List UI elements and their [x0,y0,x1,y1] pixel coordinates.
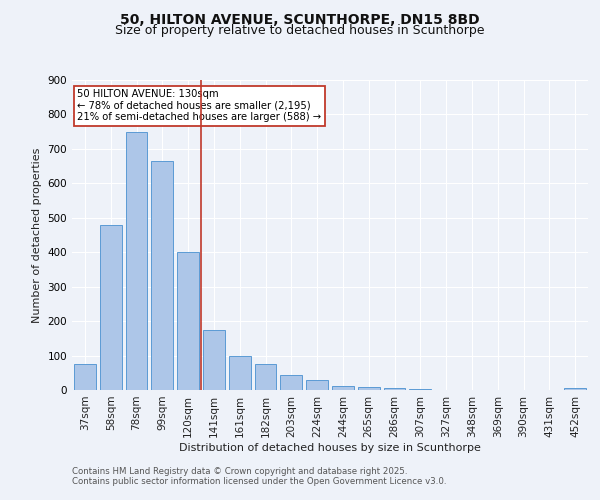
Bar [306,380,328,390]
Bar [74,364,96,390]
Text: Contains HM Land Registry data © Crown copyright and database right 2025.: Contains HM Land Registry data © Crown c… [72,467,407,476]
Text: Contains public sector information licensed under the Open Government Licence v3: Contains public sector information licen… [72,477,446,486]
Bar [125,132,148,390]
Bar [151,161,173,390]
Bar [358,386,380,390]
Bar [177,252,199,390]
Bar [203,330,225,390]
Bar [564,388,586,390]
Text: 50 HILTON AVENUE: 130sqm
← 78% of detached houses are smaller (2,195)
21% of sem: 50 HILTON AVENUE: 130sqm ← 78% of detach… [77,90,321,122]
Bar [383,388,406,390]
Bar [280,375,302,390]
Text: 50, HILTON AVENUE, SCUNTHORPE, DN15 8BD: 50, HILTON AVENUE, SCUNTHORPE, DN15 8BD [120,12,480,26]
Y-axis label: Number of detached properties: Number of detached properties [32,148,42,322]
Text: Size of property relative to detached houses in Scunthorpe: Size of property relative to detached ho… [115,24,485,37]
Bar [332,386,354,390]
Bar [409,389,431,390]
X-axis label: Distribution of detached houses by size in Scunthorpe: Distribution of detached houses by size … [179,442,481,452]
Bar [254,364,277,390]
Bar [100,224,122,390]
Bar [229,356,251,390]
